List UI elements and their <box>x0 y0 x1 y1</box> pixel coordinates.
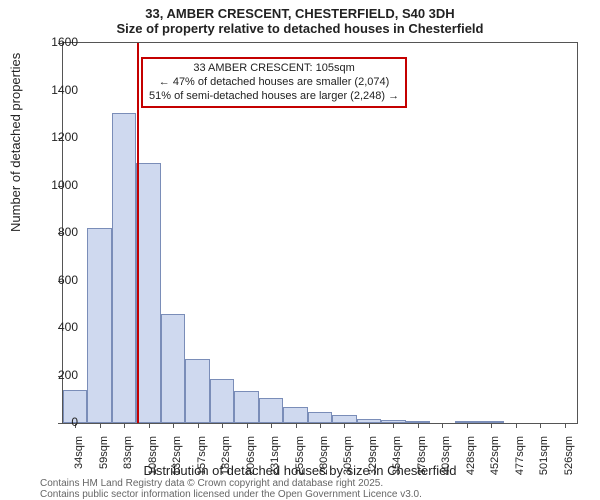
histogram-bar <box>283 407 307 423</box>
x-tick <box>173 423 174 428</box>
histogram-bar <box>185 359 209 423</box>
x-tick <box>516 423 517 428</box>
x-tick-label: 157sqm <box>196 436 208 475</box>
x-tick <box>271 423 272 428</box>
x-tick-label: 305sqm <box>342 436 354 475</box>
x-tick-label: 477sqm <box>514 436 526 475</box>
histogram-bar <box>161 314 185 423</box>
x-tick <box>296 423 297 428</box>
annotation-line1: 33 AMBER CRESCENT: 105sqm <box>149 62 399 76</box>
x-tick-label: 34sqm <box>73 436 85 469</box>
histogram-bar <box>210 379 234 423</box>
y-tick-label: 1000 <box>38 178 78 192</box>
y-tick-label: 1400 <box>38 83 78 97</box>
chart-title-line2: Size of property relative to detached ho… <box>0 21 600 38</box>
x-tick <box>491 423 492 428</box>
x-tick-label: 378sqm <box>416 436 428 475</box>
chart-title-line1: 33, AMBER CRESCENT, CHESTERFIELD, S40 3D… <box>0 0 600 21</box>
chart-plot-area: 33 AMBER CRESCENT: 105sqm← 47% of detach… <box>62 42 578 424</box>
x-tick <box>467 423 468 428</box>
x-tick-label: 206sqm <box>245 436 257 475</box>
footer-line2: Contains public sector information licen… <box>40 489 422 500</box>
annotation-box: 33 AMBER CRESCENT: 105sqm← 47% of detach… <box>141 57 407 108</box>
histogram-bar <box>332 415 356 423</box>
histogram-bar <box>112 113 136 423</box>
x-tick-label: 83sqm <box>122 436 134 469</box>
x-tick-label: 182sqm <box>220 436 232 475</box>
y-tick-label: 600 <box>38 273 78 287</box>
footer-attribution: Contains HM Land Registry data © Crown c… <box>40 478 422 500</box>
histogram-bar <box>234 391 258 423</box>
x-tick-label: 428sqm <box>465 436 477 475</box>
x-tick-label: 329sqm <box>367 436 379 475</box>
histogram-bar <box>136 163 160 423</box>
x-tick-label: 403sqm <box>440 436 452 475</box>
x-tick <box>320 423 321 428</box>
x-tick <box>418 423 419 428</box>
x-tick <box>124 423 125 428</box>
x-tick-label: 231sqm <box>269 436 281 475</box>
x-tick-label: 501sqm <box>538 436 550 475</box>
x-tick-label: 280sqm <box>318 436 330 475</box>
y-tick-label: 0 <box>38 415 78 429</box>
x-tick-label: 452sqm <box>489 436 501 475</box>
footer-line1: Contains HM Land Registry data © Crown c… <box>40 478 422 489</box>
x-tick <box>222 423 223 428</box>
y-tick-label: 1200 <box>38 130 78 144</box>
x-tick-label: 526sqm <box>563 436 575 475</box>
x-tick <box>369 423 370 428</box>
histogram-bar <box>87 228 111 423</box>
x-tick-label: 354sqm <box>391 436 403 475</box>
x-tick <box>149 423 150 428</box>
x-tick <box>442 423 443 428</box>
annotation-line3: 51% of semi-detached houses are larger (… <box>149 90 399 104</box>
histogram-bar <box>259 398 283 423</box>
x-tick <box>540 423 541 428</box>
x-tick <box>100 423 101 428</box>
y-axis-label: Number of detached properties <box>8 53 23 232</box>
histogram-bar <box>308 412 332 423</box>
y-tick-label: 200 <box>38 368 78 382</box>
x-tick-label: 255sqm <box>294 436 306 475</box>
x-tick-label: 108sqm <box>147 436 159 475</box>
x-tick <box>344 423 345 428</box>
x-tick <box>198 423 199 428</box>
y-tick-label: 1600 <box>38 35 78 49</box>
x-tick <box>565 423 566 428</box>
x-tick <box>393 423 394 428</box>
x-tick <box>247 423 248 428</box>
x-tick-label: 59sqm <box>98 436 110 469</box>
y-tick-label: 400 <box>38 320 78 334</box>
annotation-line2: ← 47% of detached houses are smaller (2,… <box>149 76 399 90</box>
property-marker-line <box>137 43 139 423</box>
x-tick-label: 132sqm <box>171 436 183 475</box>
y-tick-label: 800 <box>38 225 78 239</box>
